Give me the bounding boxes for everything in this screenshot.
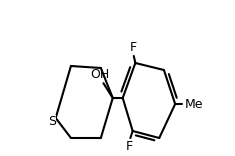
Text: F: F <box>126 140 133 153</box>
Text: OH: OH <box>91 68 110 81</box>
Text: F: F <box>129 41 137 54</box>
Text: Me: Me <box>184 98 203 110</box>
Text: S: S <box>48 115 56 128</box>
